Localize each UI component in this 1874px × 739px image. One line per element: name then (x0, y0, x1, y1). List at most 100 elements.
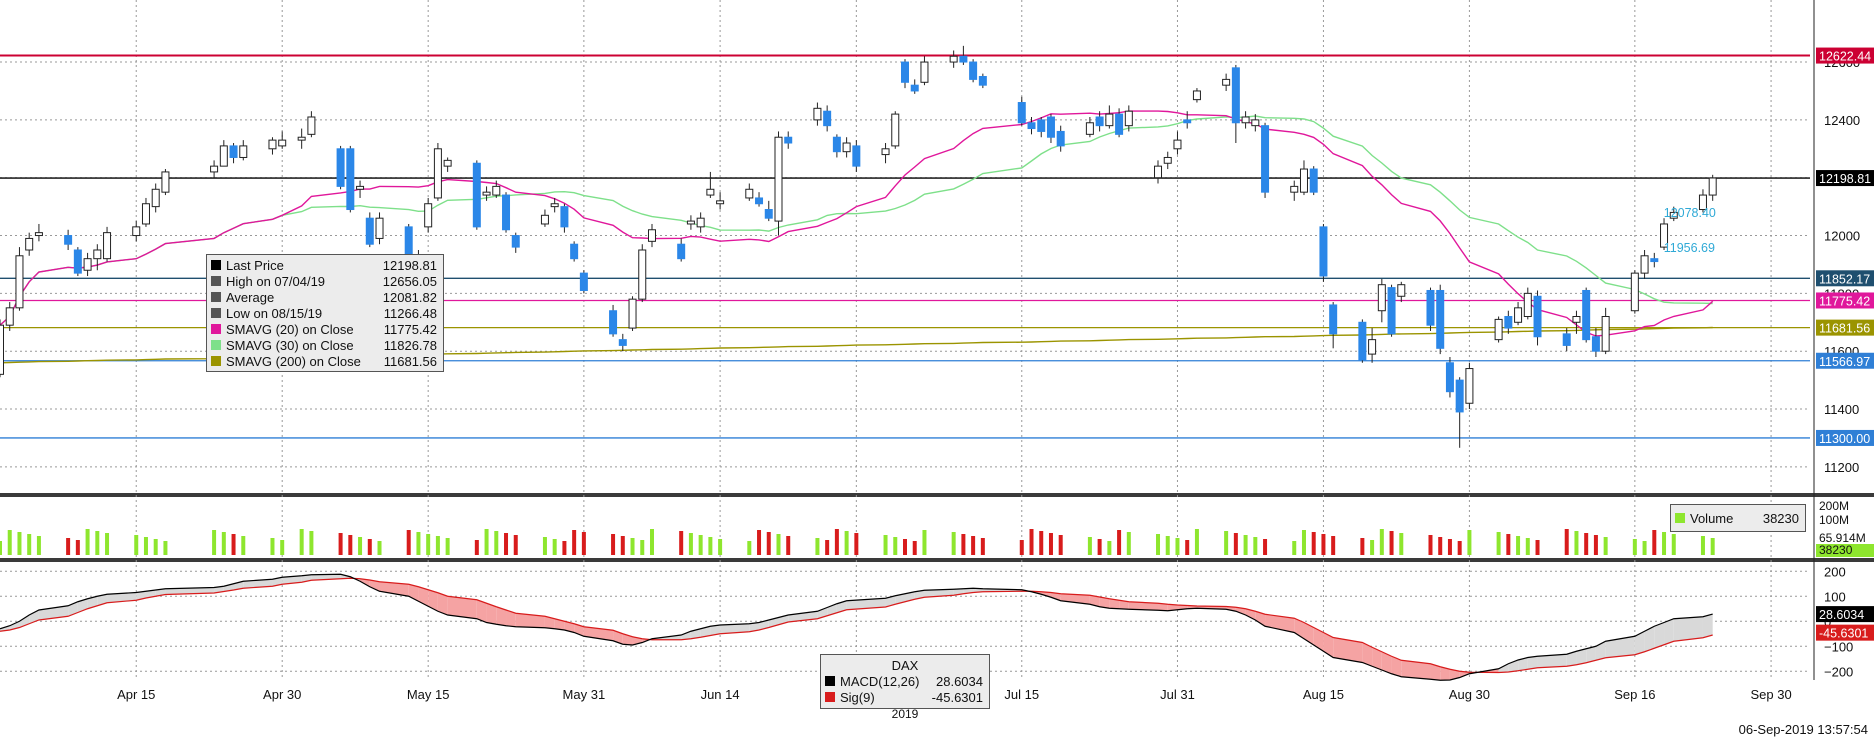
candle (492, 185, 501, 196)
price-label-box (1816, 352, 1874, 369)
candle (5, 307, 14, 326)
volume-value-box (1816, 544, 1874, 557)
candle (1669, 211, 1678, 219)
legend-label: High on 07/04/19 (226, 273, 326, 289)
price-legend[interactable]: Last Price 12198.81 High on 07/04/19 12656.… (206, 254, 444, 372)
candle (1095, 116, 1104, 127)
sma-30-line (0, 115, 1713, 326)
candle (307, 116, 316, 135)
macd-fill (1391, 656, 1402, 677)
volume-bar (0, 541, 2, 555)
macd-fill (1381, 651, 1392, 674)
candle (1640, 255, 1649, 274)
macd-fill (1702, 614, 1713, 638)
candle (1504, 316, 1513, 329)
legend-swatch (211, 276, 221, 286)
volume-bar (1603, 537, 1608, 555)
macd-fill (1089, 595, 1100, 607)
x-tick-label-1: Apr 30 (263, 687, 301, 702)
x-tick-label-8: Aug 15 (1303, 687, 1344, 702)
volume-bar (688, 533, 693, 555)
macd-fill (836, 600, 847, 613)
macd-fill (554, 618, 565, 630)
candle (1299, 168, 1308, 193)
price-tick-label: 12000 (1824, 229, 1860, 244)
macd-fill (1060, 593, 1090, 605)
candle (550, 203, 559, 208)
candle (1708, 177, 1717, 196)
candle (443, 159, 452, 167)
candle (1387, 287, 1396, 335)
macd-fill (476, 599, 487, 623)
macd-legend[interactable]: DAX MACD(12,26) 28.6034 Sig(9) -45.6301 (820, 654, 990, 709)
legend-label: Sig(9) (840, 689, 875, 705)
volume-bar (1457, 541, 1462, 555)
volume-bar (572, 530, 577, 555)
volume-bar (377, 541, 382, 555)
candle (1445, 362, 1454, 393)
volume-bar (348, 535, 353, 555)
macd-fill (1586, 646, 1596, 663)
macd-fill (1401, 660, 1431, 680)
candle (1231, 67, 1240, 124)
candle (784, 136, 793, 144)
candle (852, 145, 861, 167)
volume-bar (1039, 531, 1044, 555)
x-tick-label-2: May 15 (407, 687, 450, 702)
legend-label: SMAVG (30) on Close (226, 337, 354, 353)
macd-fill (681, 631, 691, 640)
candle (1533, 295, 1542, 338)
volume-bar (1710, 538, 1715, 555)
macd-fill (720, 623, 750, 634)
candle (1319, 226, 1328, 277)
candle (1572, 316, 1581, 323)
macd-fill (1527, 656, 1538, 670)
candle (677, 243, 686, 260)
candle (1465, 368, 1474, 404)
volume-bar (912, 541, 917, 555)
macd-fill (700, 626, 711, 638)
candle (764, 209, 773, 219)
volume-bar (883, 535, 888, 555)
candle (823, 110, 832, 127)
volume-value-1: 38230 (1819, 543, 1853, 557)
candle (161, 171, 170, 193)
candle (696, 217, 705, 228)
volume-bar (280, 540, 285, 555)
candle (1650, 258, 1659, 263)
legend-value: 11681.56 (383, 353, 437, 369)
volume-bar (757, 530, 762, 555)
macd-value-box (1816, 606, 1874, 623)
candle (1173, 139, 1182, 150)
macd-fill (1673, 616, 1703, 642)
volume-legend[interactable]: Volume 38230 (1670, 504, 1806, 532)
volume-bar (445, 538, 450, 555)
candle (25, 237, 34, 251)
candle (959, 55, 968, 63)
volume-bar (1399, 533, 1404, 555)
x-tick-label-10: Sep 16 (1614, 687, 1655, 702)
candle (881, 148, 890, 156)
legend-row: Sig(9) -45.6301 (821, 689, 989, 705)
volume-bar (75, 540, 80, 555)
volume-bar (1652, 530, 1657, 555)
volume-bar (620, 536, 625, 555)
volume-bar (367, 539, 372, 555)
candle (647, 229, 656, 242)
annotation-label-0: 12078.40 (1664, 206, 1716, 220)
volume-bar (1428, 535, 1433, 555)
candle (891, 113, 900, 147)
volume-bar (747, 541, 752, 555)
macd-fill (1449, 669, 1460, 680)
volume-axis-label-0: 200M (1819, 499, 1849, 513)
price-label-box (1816, 319, 1874, 336)
candle (278, 139, 287, 147)
volume-bar (1593, 535, 1598, 555)
legend-swatch (211, 292, 221, 302)
volume-bar (153, 539, 158, 555)
volume-bar (95, 531, 100, 555)
volume-bar (1097, 539, 1102, 555)
volume-bar (786, 536, 791, 555)
macd-fill (1158, 603, 1168, 611)
macd-fill (165, 587, 215, 595)
